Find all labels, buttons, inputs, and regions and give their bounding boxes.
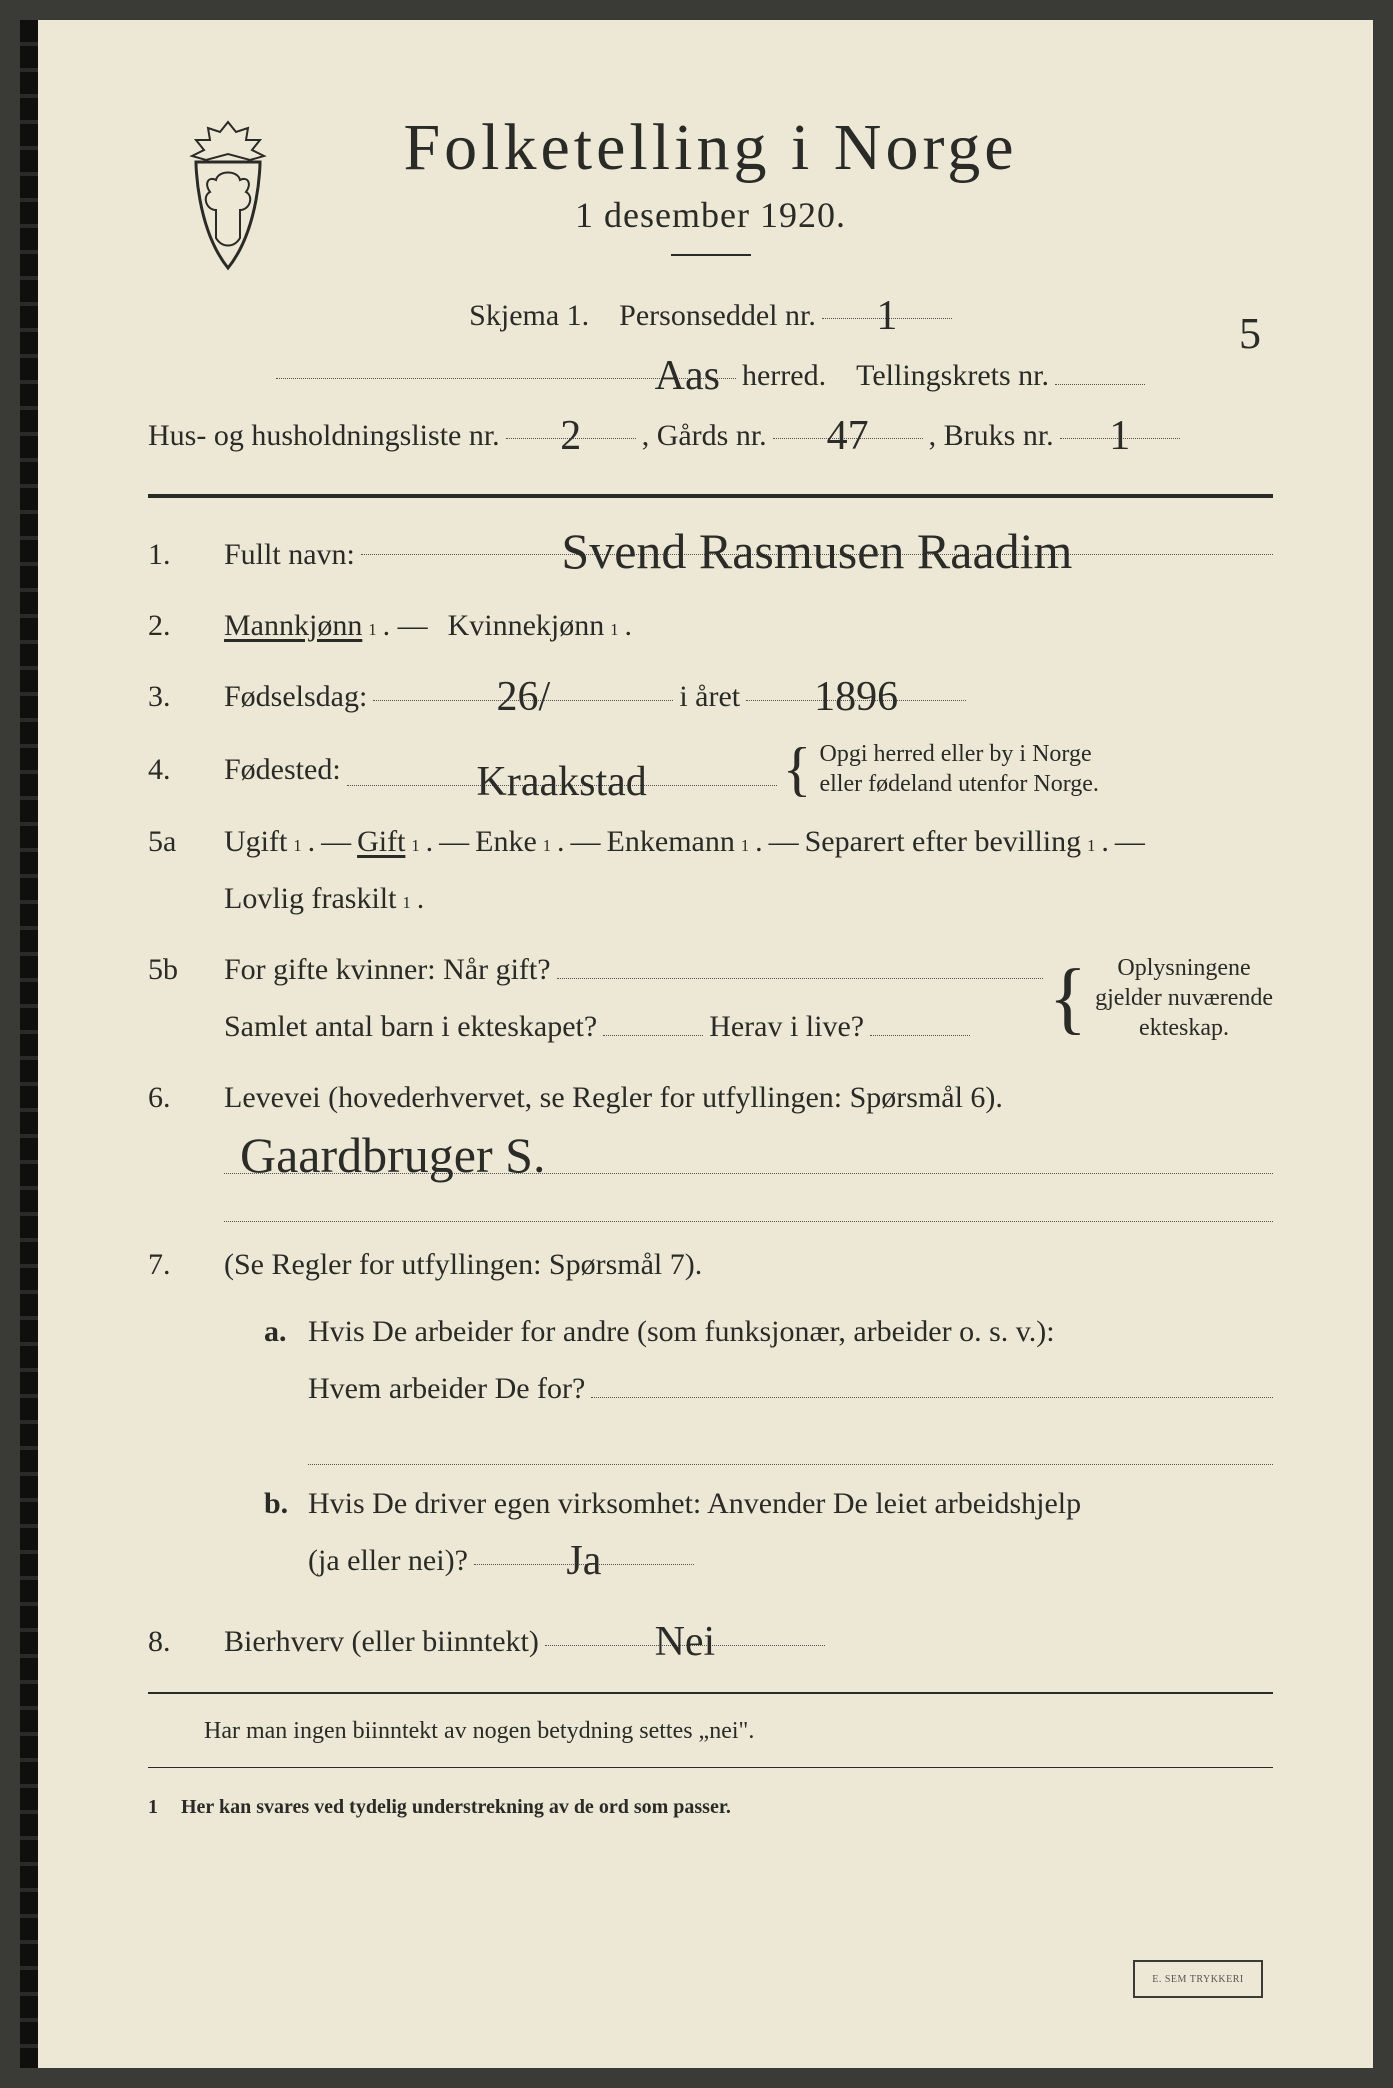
skjema-label: Skjema 1. [469, 286, 589, 346]
q-num: 7. [148, 1236, 202, 1293]
q-num: 3. [148, 668, 202, 725]
husliste-label: Hus- og husholdningsliste nr. [148, 406, 500, 466]
q7: 7. (Se Regler for utfyllingen: Spørsmål … [148, 1236, 1273, 1599]
herred-label: herred. [742, 346, 826, 406]
q-num: 6. [148, 1069, 202, 1126]
printer-stamp-icon: E. SEM TRYKKERI [1133, 1960, 1263, 1998]
q4: 4. Fødested: Kraakstad { Opgi herred ell… [148, 739, 1273, 799]
q4-label: Fødested: [224, 741, 341, 798]
q7b: b. Hvis De driver egen virksomhet: Anven… [264, 1475, 1273, 1589]
q-num: 5b [148, 941, 202, 998]
form-title: Folketelling i Norge [148, 110, 1273, 186]
q7a: a. Hvis De arbeider for andre (som funks… [264, 1303, 1273, 1465]
question-list: 1. Fullt navn: Svend Rasmusen Raadim 2. … [148, 522, 1273, 1670]
q3-label: Fødselsdag: [224, 668, 367, 725]
divider [148, 1767, 1273, 1768]
tellingskrets-label: Tellingskrets nr. [856, 346, 1049, 406]
q7b-value: Ja [560, 1538, 607, 1584]
q5b-note: { Oplysningene gjelder nuværende ekteska… [1049, 953, 1273, 1043]
q2-kvinne: Kvinnekjønn [448, 597, 605, 654]
footer-note: Har man ingen biinntekt av nogen betydni… [148, 1718, 1273, 1745]
bruks-label: , Bruks nr. [929, 406, 1054, 466]
q5a: 5a Ugift1. — Gift1. — Enke1. — Enkemann1… [148, 813, 1273, 927]
q6-value: Gaardbruger S. [234, 1130, 551, 1179]
q8: 8. Bierhverv (eller biinntekt) Nei [148, 1613, 1273, 1670]
q1-label: Fullt navn: [224, 526, 355, 583]
q-num: 2. [148, 597, 202, 654]
q6-label: Levevei (hovederhvervet, se Regler for u… [224, 1069, 1273, 1126]
q4-value: Kraakstad [471, 759, 653, 805]
q8-label: Bierhverv (eller biinntekt) [224, 1613, 539, 1670]
q3-year: 1896 [808, 674, 904, 720]
q6: 6. Levevei (hovederhvervet, se Regler fo… [148, 1069, 1273, 1222]
q-num: 5a [148, 813, 202, 870]
gards-label: , Gårds nr. [642, 406, 767, 466]
q5a-gift: Gift [357, 813, 405, 870]
q4-note: { Opgi herred eller by i Norge eller fød… [783, 739, 1099, 799]
q8-value: Nei [649, 1619, 722, 1665]
footnote: 1 Her kan svares ved tydelig understrekn… [148, 1796, 1273, 1819]
census-form-page: 5 Folketelling i Norge 1 desember 1920. … [20, 20, 1373, 2068]
coat-of-arms-icon [178, 118, 278, 278]
husliste-nr: 2 [554, 413, 587, 459]
q3-i-aret: i året [679, 668, 740, 725]
q7-label: (Se Regler for utfyllingen: Spørsmål 7). [224, 1236, 1273, 1293]
personseddel-nr: 1 [870, 293, 903, 339]
bruks-nr: 1 [1103, 413, 1136, 459]
q5b: 5b For gifte kvinner: Når gift? Samlet a… [148, 941, 1273, 1055]
q3-day: 26/ [491, 674, 557, 720]
header: Folketelling i Norge 1 desember 1920. [148, 110, 1273, 256]
personseddel-label: Personseddel nr. [619, 286, 816, 346]
q-num: 1. [148, 526, 202, 583]
herred-value: Aas [649, 353, 726, 399]
q2-mann: Mannkjønn [224, 597, 362, 654]
form-date: 1 desember 1920. [148, 194, 1273, 236]
q1-value: Svend Rasmusen Raadim [555, 523, 1078, 579]
margin-annotation: 5 [1239, 308, 1261, 359]
q-num: 4. [148, 741, 202, 798]
q3: 3. Fødselsdag: 26/ i året 1896 [148, 668, 1273, 725]
q1: 1. Fullt navn: Svend Rasmusen Raadim [148, 522, 1273, 583]
meta-block: Skjema 1. Personseddel nr. 1 Aas herred.… [148, 286, 1273, 466]
gards-nr: 47 [821, 413, 875, 459]
divider [148, 1692, 1273, 1694]
q-num: 8. [148, 1613, 202, 1670]
q2: 2. Mannkjønn1. — Kvinnekjønn1. [148, 597, 1273, 654]
divider [671, 254, 751, 256]
divider [148, 494, 1273, 498]
